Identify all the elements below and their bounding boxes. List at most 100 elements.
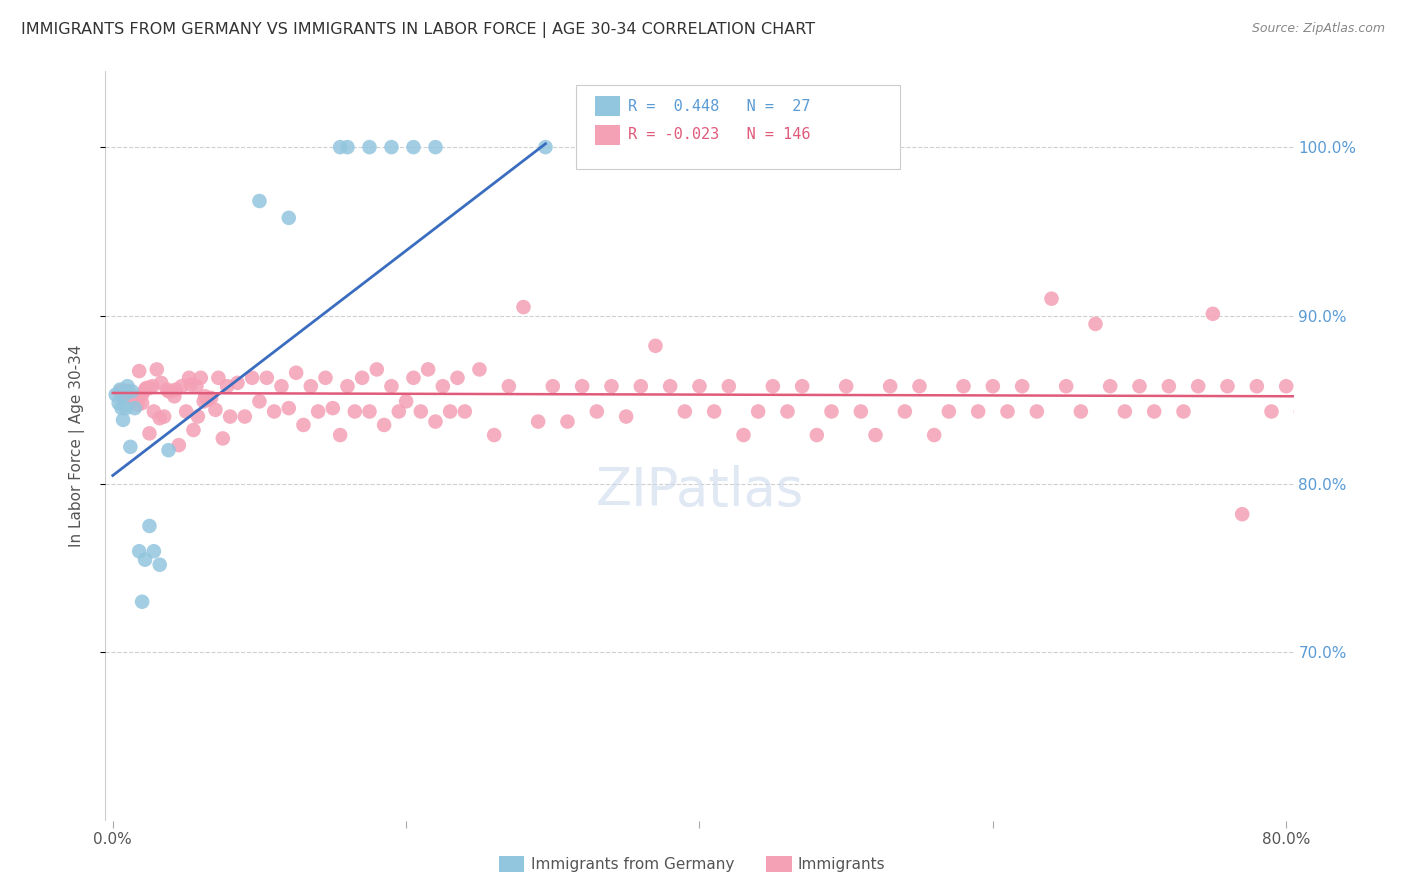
Point bbox=[967, 404, 990, 418]
Point bbox=[703, 404, 725, 418]
Point bbox=[329, 428, 352, 442]
Text: Source: ZipAtlas.com: Source: ZipAtlas.com bbox=[1251, 22, 1385, 36]
Point bbox=[124, 392, 146, 407]
Point bbox=[673, 404, 696, 418]
Point bbox=[981, 379, 1004, 393]
Point bbox=[894, 404, 917, 418]
Point bbox=[108, 383, 131, 397]
Point bbox=[307, 404, 329, 418]
Point bbox=[270, 379, 292, 393]
Point bbox=[1216, 379, 1239, 393]
Point bbox=[156, 383, 179, 397]
Point bbox=[1070, 404, 1092, 418]
Point bbox=[292, 417, 315, 432]
Point bbox=[146, 362, 169, 376]
Point bbox=[1319, 510, 1341, 524]
Point bbox=[121, 389, 143, 403]
Point bbox=[409, 404, 432, 418]
Point bbox=[373, 417, 395, 432]
Point bbox=[134, 383, 156, 397]
Point bbox=[240, 371, 263, 385]
Point bbox=[512, 300, 534, 314]
Point bbox=[190, 371, 212, 385]
Point bbox=[149, 558, 172, 572]
Point bbox=[1054, 379, 1077, 393]
Point bbox=[108, 384, 131, 399]
Point bbox=[160, 384, 183, 399]
Point bbox=[249, 394, 271, 409]
Point bbox=[314, 371, 336, 385]
Point bbox=[1246, 379, 1268, 393]
Point bbox=[110, 401, 132, 416]
Point bbox=[600, 379, 623, 393]
Point bbox=[153, 409, 176, 424]
Point bbox=[527, 415, 550, 429]
Text: Immigrants: Immigrants bbox=[797, 857, 884, 871]
Point bbox=[541, 379, 564, 393]
Point bbox=[207, 371, 229, 385]
Point bbox=[249, 194, 271, 208]
Point bbox=[141, 379, 163, 393]
Point bbox=[689, 379, 711, 393]
Point bbox=[1305, 379, 1327, 393]
Point bbox=[186, 379, 208, 393]
Point bbox=[219, 409, 242, 424]
Point bbox=[177, 371, 200, 385]
Point bbox=[1289, 404, 1312, 418]
Point bbox=[865, 428, 887, 442]
Point bbox=[131, 396, 153, 410]
Point bbox=[180, 377, 202, 392]
Point bbox=[142, 404, 165, 418]
Point bbox=[200, 391, 222, 405]
Point bbox=[128, 364, 150, 378]
Point bbox=[1157, 379, 1180, 393]
Point bbox=[104, 387, 127, 401]
Point bbox=[299, 379, 322, 393]
Point bbox=[835, 379, 858, 393]
Point bbox=[149, 411, 172, 425]
Point bbox=[395, 394, 418, 409]
Point bbox=[747, 404, 769, 418]
Point bbox=[174, 404, 197, 418]
Point bbox=[120, 440, 142, 454]
Point bbox=[366, 362, 388, 376]
Point bbox=[197, 392, 219, 407]
Point bbox=[1099, 379, 1122, 393]
Point bbox=[150, 376, 173, 390]
Point bbox=[359, 404, 381, 418]
Point bbox=[762, 379, 785, 393]
Point bbox=[1114, 404, 1136, 418]
Point bbox=[124, 401, 146, 416]
Point bbox=[114, 387, 136, 401]
Point bbox=[1025, 404, 1047, 418]
Point bbox=[468, 362, 491, 376]
Point bbox=[717, 379, 740, 393]
Point bbox=[167, 438, 190, 452]
Point bbox=[1173, 404, 1195, 418]
Y-axis label: In Labor Force | Age 30-34: In Labor Force | Age 30-34 bbox=[69, 344, 84, 548]
Point bbox=[557, 415, 579, 429]
Point bbox=[1334, 379, 1357, 393]
Point bbox=[571, 379, 593, 393]
Point bbox=[733, 428, 755, 442]
Point bbox=[1128, 379, 1150, 393]
Point bbox=[117, 384, 139, 399]
Point bbox=[157, 443, 180, 458]
Point bbox=[585, 404, 607, 418]
Point bbox=[138, 519, 160, 533]
Point bbox=[792, 379, 814, 393]
Point bbox=[134, 552, 156, 566]
Point bbox=[482, 428, 505, 442]
Point bbox=[806, 428, 828, 442]
Point bbox=[380, 140, 402, 154]
Point bbox=[849, 404, 872, 418]
Point bbox=[115, 401, 138, 416]
Point bbox=[163, 389, 186, 403]
Point bbox=[402, 140, 425, 154]
Point bbox=[644, 339, 666, 353]
Point bbox=[432, 379, 454, 393]
Point bbox=[380, 379, 402, 393]
Point bbox=[1187, 379, 1209, 393]
Point bbox=[776, 404, 799, 418]
Point bbox=[1230, 507, 1253, 521]
